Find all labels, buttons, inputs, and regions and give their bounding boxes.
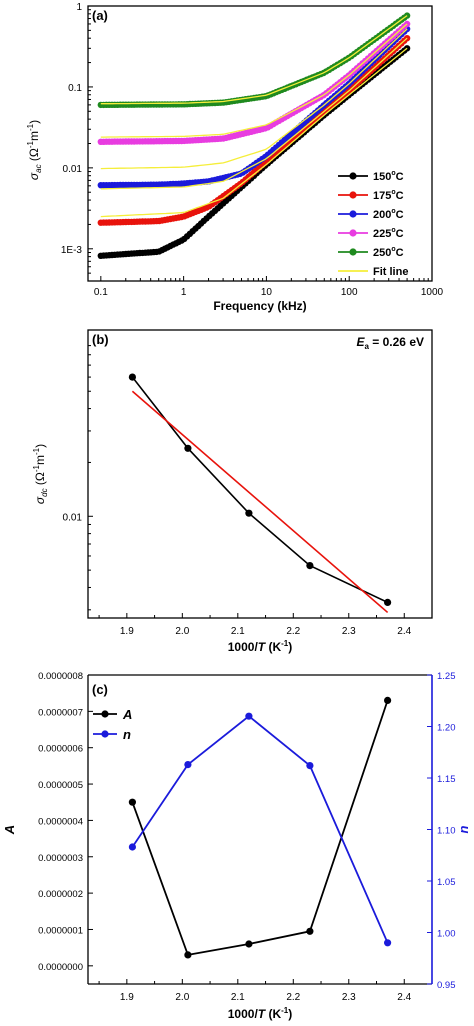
y-tick-label: 0.1	[68, 83, 82, 94]
x-tick-label: 10	[261, 287, 273, 298]
legend-label: Fit line	[373, 266, 408, 278]
legend-marker	[349, 229, 357, 237]
legend-label: 250oC	[373, 246, 404, 259]
x-tick-label: 2.0	[175, 992, 189, 1003]
y-right-tick-label: 1.00	[437, 929, 456, 940]
legend-marker	[349, 210, 357, 218]
data-point	[128, 843, 136, 851]
y-tick-label: 0.01	[63, 164, 83, 175]
data-point	[128, 798, 136, 806]
legend-label: 150oC	[373, 170, 404, 183]
y-left-tick-label: 0.0000007	[38, 707, 83, 718]
data-line	[131, 376, 388, 604]
series-A	[128, 696, 392, 959]
y-axis-label: σac (Ω-1m-1)	[26, 120, 43, 180]
panel-label: (b)	[92, 332, 109, 347]
y-tick-label: 0.01	[63, 512, 83, 523]
panel-label: (a)	[92, 8, 108, 23]
x-tick-label: 1000	[421, 287, 444, 298]
y-left-tick-label: 0.0000008	[38, 671, 83, 682]
legend: 150oC 175oC 200oC 225oC 250oC Fit line	[338, 170, 408, 278]
y-axis-label: σdc (Ω-1m-1)	[32, 444, 49, 504]
x-axis-label: 1000/T (K-1)	[228, 639, 293, 654]
plot-frame	[87, 329, 433, 619]
y-right-tick-label: 1.05	[437, 877, 456, 888]
series-line	[131, 700, 389, 956]
y-tick-label: 1E-3	[61, 245, 83, 256]
x-tick-label: 2.1	[231, 626, 245, 637]
panel-label: (c)	[92, 682, 108, 697]
fit-line	[100, 28, 408, 170]
legend-label: 225oC	[373, 227, 404, 240]
data-point	[306, 927, 314, 935]
y-right-tick-label: 1.10	[437, 826, 456, 837]
fit-line	[100, 23, 408, 138]
y-right-tick-label: 0.95	[437, 980, 456, 991]
legend-marker	[101, 710, 109, 718]
y-right-tick-label: 1.15	[437, 774, 456, 785]
x-tick-label: 2.4	[397, 992, 411, 1003]
data-point	[245, 940, 253, 948]
legend-marker	[349, 248, 357, 256]
x-tick-label: 2.4	[397, 626, 411, 637]
panel-b: 1.9 2.0 2.1 2.2 2.3 2.4 0.01 (b) Ea = 0.26 eV 100…	[32, 329, 433, 654]
data-point	[306, 562, 314, 570]
x-tick-label: 2.2	[286, 626, 300, 637]
y-left-tick-label: 0.0000003	[38, 853, 83, 864]
panel-a: 0.1 1 10 100 1000 1E-3 0.01 0.1 1 (a) 150oC 175oC 20…	[26, 2, 444, 313]
x-axis-label: Frequency (kHz)	[213, 299, 306, 313]
data-point	[245, 509, 253, 517]
data-point	[306, 762, 314, 770]
data-point	[384, 696, 392, 705]
legend-label: n	[123, 727, 131, 742]
data-point	[384, 598, 392, 607]
data-point	[128, 373, 136, 381]
legend: An	[93, 707, 132, 742]
fit-line	[131, 390, 389, 614]
y-left-tick-label: 0.0000006	[38, 744, 83, 755]
x-tick-label: 2.1	[231, 992, 245, 1003]
data-point	[245, 712, 253, 720]
x-tick-label: 1	[181, 287, 187, 298]
x-tick-label: 2.3	[342, 626, 356, 637]
fit-line	[100, 37, 408, 190]
y-left-tick-label: 0.0000000	[38, 962, 83, 973]
data-point	[384, 939, 392, 947]
panel-c: 1.9 2.0 2.1 2.2 2.3 2.4 0.0000000 0.0000001 0.00…	[2, 671, 471, 1021]
x-axis-label: 1000/T (K-1)	[228, 1006, 293, 1021]
x-tick-label: 2.0	[175, 626, 189, 637]
y-left-tick-label: 0.0000004	[38, 816, 83, 827]
y-left-tick-label: 0.0000001	[38, 925, 83, 936]
y-right-tick-label: 1.25	[437, 671, 456, 682]
x-tick-label: 100	[341, 287, 358, 298]
x-tick-label: 1.9	[120, 626, 134, 637]
y-left-tick-label: 0.0000002	[38, 889, 83, 900]
series-n	[128, 712, 392, 947]
x-tick-label: 2.2	[286, 992, 300, 1003]
y-right-axis-label: n	[456, 825, 471, 833]
fit-line	[100, 15, 408, 105]
data-point	[184, 444, 192, 452]
y-left-tick-label: 0.0000005	[38, 780, 83, 791]
legend-marker	[349, 172, 357, 180]
activation-energy-annotation: Ea = 0.26 eV	[356, 335, 424, 351]
data-point	[184, 761, 192, 769]
y-tick-label: 1	[76, 2, 82, 13]
legend-label: A	[122, 707, 132, 722]
legend-label: 200oC	[373, 208, 404, 221]
x-tick-label: 1.9	[120, 992, 134, 1003]
x-tick-label: 2.3	[342, 992, 356, 1003]
fit-line	[100, 47, 408, 218]
y-left-axis-label: A	[2, 825, 17, 835]
data-point	[184, 951, 192, 959]
x-tick-label: 0.1	[94, 287, 108, 298]
y-right-tick-label: 1.20	[437, 723, 456, 734]
legend-marker	[349, 191, 357, 199]
legend-marker	[101, 730, 109, 738]
series-line	[100, 14, 408, 106]
legend-label: 175oC	[373, 189, 404, 202]
